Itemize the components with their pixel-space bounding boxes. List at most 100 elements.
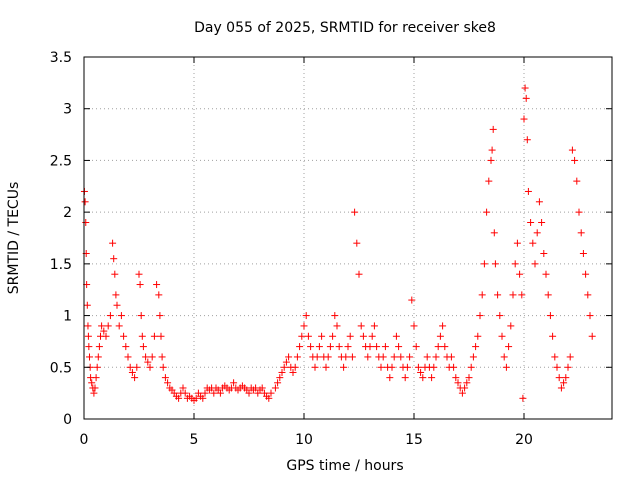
data-point [516, 270, 524, 278]
data-point [359, 332, 367, 340]
data-point [81, 198, 89, 206]
data-point [432, 353, 440, 361]
data-point [423, 353, 431, 361]
data-point [245, 389, 253, 397]
data-point [340, 363, 348, 371]
data-point [120, 332, 128, 340]
data-point [155, 291, 163, 299]
data-point [535, 198, 543, 206]
data-point [357, 322, 365, 330]
data-point [267, 389, 275, 397]
data-point [511, 260, 519, 268]
data-point [344, 343, 352, 351]
data-point [142, 353, 150, 361]
data-point [313, 353, 321, 361]
data-point [478, 291, 486, 299]
data-point [412, 343, 420, 351]
data-point [408, 296, 416, 304]
data-point [527, 218, 535, 226]
data-point [346, 332, 354, 340]
data-point [157, 332, 165, 340]
data-point [364, 353, 372, 361]
data-point [480, 260, 488, 268]
data-point [542, 270, 550, 278]
y-tick-label: 3.5 [50, 50, 72, 66]
data-point [540, 250, 548, 258]
data-point [522, 94, 530, 102]
data-point [533, 229, 541, 237]
data-point [90, 389, 98, 397]
data-point [150, 332, 158, 340]
data-point [109, 239, 117, 247]
data-point [490, 229, 498, 237]
data-point [179, 384, 187, 392]
y-axis-label: SRMTID / TECUs [6, 182, 22, 295]
data-point [562, 374, 570, 382]
x-axis-label: GPS time / hours [286, 458, 403, 474]
data-point [252, 384, 260, 392]
data-point [555, 374, 563, 382]
data-point [199, 394, 207, 402]
data-point [488, 146, 496, 154]
data-point [135, 270, 143, 278]
data-point [84, 332, 92, 340]
data-point [153, 281, 161, 289]
data-point [318, 332, 326, 340]
data-point [507, 322, 515, 330]
data-point [577, 229, 585, 237]
data-point [164, 379, 172, 387]
data-point [304, 332, 312, 340]
data-point [210, 389, 218, 397]
data-point [111, 270, 119, 278]
data-point [377, 363, 385, 371]
data-point [474, 332, 482, 340]
data-point [315, 343, 323, 351]
data-point [395, 343, 403, 351]
data-point [519, 394, 527, 402]
data-point [93, 363, 101, 371]
data-point [491, 260, 499, 268]
data-point [92, 374, 100, 382]
data-point [586, 312, 594, 320]
data-point [112, 291, 120, 299]
data-point [513, 239, 521, 247]
data-point [436, 332, 444, 340]
data-point [388, 363, 396, 371]
data-point [324, 353, 332, 361]
data-point [381, 343, 389, 351]
data-point [505, 343, 513, 351]
axis-ticks: 0 5 10 15 20 0 0.5 1 1.5 2 2.5 3 3.5 [50, 50, 612, 448]
data-point [280, 363, 288, 371]
data-point [428, 374, 436, 382]
data-point [472, 343, 480, 351]
data-point [458, 389, 466, 397]
data-point [351, 208, 359, 216]
data-point [379, 353, 387, 361]
data-point [342, 353, 350, 361]
y-tick-label: 3 [63, 102, 72, 118]
data-point [285, 353, 293, 361]
data-point [551, 353, 559, 361]
data-point [406, 353, 414, 361]
data-point [579, 250, 587, 258]
data-point [322, 363, 330, 371]
data-point [502, 363, 510, 371]
data-point [136, 281, 144, 289]
data-point [133, 363, 141, 371]
data-point [414, 363, 422, 371]
data-point [417, 368, 425, 376]
data-point [370, 322, 378, 330]
data-point [131, 374, 139, 382]
data-point [110, 255, 118, 263]
data-point [326, 343, 334, 351]
data-point [302, 312, 310, 320]
data-point [291, 363, 299, 371]
data-point [353, 239, 361, 247]
data-point [175, 394, 183, 402]
data-point [496, 312, 504, 320]
data-point [98, 322, 106, 330]
data-point [538, 218, 546, 226]
x-tick-label: 0 [80, 432, 89, 448]
data-point [485, 177, 493, 185]
